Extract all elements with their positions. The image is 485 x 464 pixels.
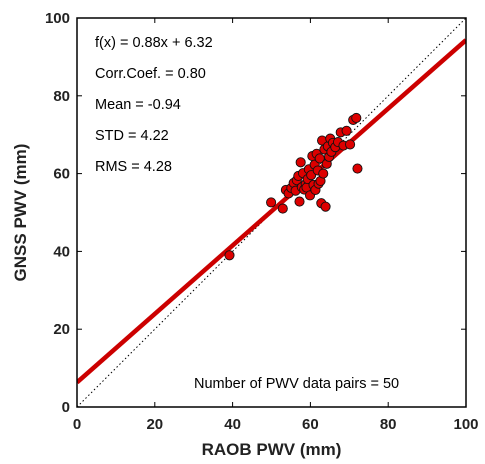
data-pairs-footnote: Number of PWV data pairs = 50 [194, 376, 399, 392]
data-point [224, 250, 235, 261]
stat-annotation: STD = 4.22 [95, 128, 169, 144]
y-tick-label: 0 [62, 399, 70, 416]
data-point [320, 201, 331, 212]
x-axis-label: RAOB PWV (mm) [202, 440, 342, 459]
x-tick-label: 80 [380, 416, 397, 433]
data-point [277, 203, 288, 214]
y-axis-label: GNSS PWV (mm) [11, 144, 30, 282]
y-tick-label: 60 [53, 166, 70, 183]
x-tick-label: 0 [73, 416, 81, 433]
data-point [295, 157, 306, 168]
stat-annotation: f(x) = 0.88x + 6.32 [95, 35, 213, 51]
x-tick-label: 40 [224, 416, 241, 433]
fit-line [77, 38, 466, 385]
y-tick-label: 40 [53, 243, 70, 260]
stat-annotation: Corr.Coef. = 0.80 [95, 66, 206, 82]
plot-frame [76, 17, 467, 408]
x-tick-label: 60 [302, 416, 319, 433]
x-tick-label: 20 [146, 416, 163, 433]
data-point [294, 196, 305, 207]
stat-annotation: Mean = -0.94 [95, 97, 181, 113]
fit-line-layer [77, 38, 466, 385]
data-point [318, 168, 329, 179]
y-tick-label: 100 [45, 10, 70, 27]
ticks-layer: 0 20 40 60 80 100 0 20 40 60 80 100 [45, 10, 479, 433]
data-point [352, 163, 363, 174]
data-point [341, 125, 352, 136]
stat-annotation: RMS = 4.28 [95, 159, 172, 175]
x-tick-label: 100 [453, 416, 478, 433]
data-point [345, 139, 356, 150]
data-point [266, 197, 277, 208]
data-points-layer [224, 112, 363, 261]
stats-annotations: f(x) = 0.88x + 6.32 Corr.Coef. = 0.80 Mean… [95, 35, 213, 175]
y-tick-label: 20 [53, 321, 70, 338]
data-point [351, 112, 362, 124]
y-tick-label: 80 [53, 88, 70, 105]
